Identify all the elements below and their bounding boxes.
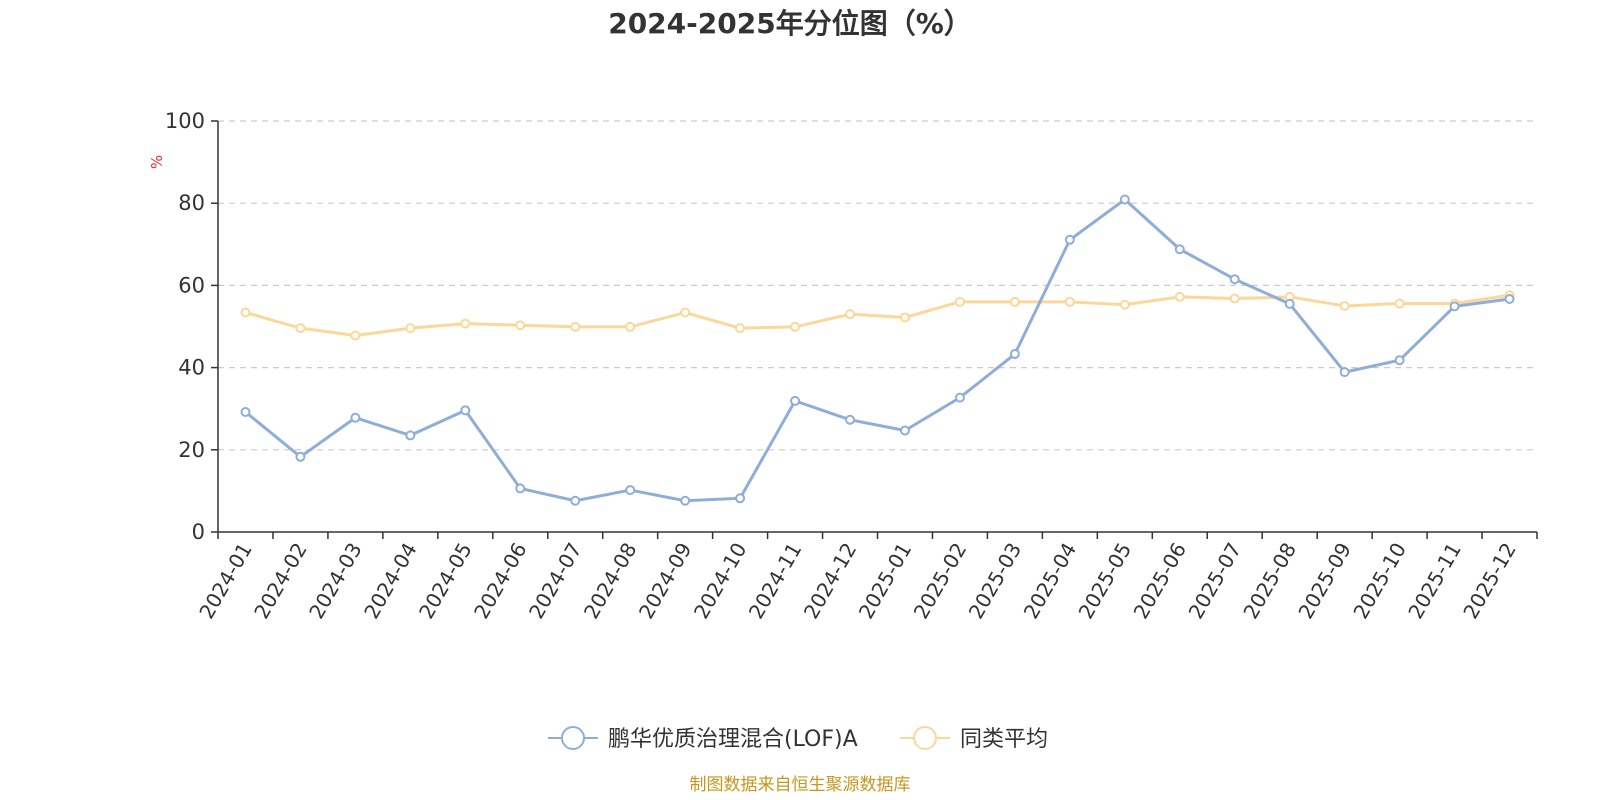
legend[interactable]: 鹏华优质治理混合(LOF)A 同类平均 [548, 726, 1048, 752]
data-point[interactable] [1339, 300, 1350, 311]
x-tick-label: 2024-02 [249, 539, 312, 623]
series-line-0 [244, 198, 1510, 503]
data-point[interactable] [1394, 355, 1405, 366]
data-point[interactable] [405, 430, 416, 441]
x-tick-label: 2024-04 [359, 539, 422, 623]
data-point[interactable] [680, 495, 691, 506]
x-tick-label: 2024-01 [194, 539, 257, 623]
x-tick-label: 2025-07 [1183, 539, 1246, 623]
legend-item-1[interactable]: 同类平均 [900, 726, 1048, 752]
data-point[interactable] [1174, 244, 1185, 255]
x-tick-label: 2024-10 [689, 539, 752, 623]
data-point[interactable] [295, 451, 306, 462]
data-point[interactable] [1229, 274, 1240, 285]
legend-label: 鹏华优质治理混合(LOF)A [608, 727, 858, 752]
data-point[interactable] [460, 405, 471, 416]
data-point[interactable] [240, 307, 251, 318]
data-point[interactable] [845, 414, 856, 425]
x-tick-label: 2024-03 [304, 539, 367, 623]
x-tick-label: 2025-02 [909, 539, 972, 623]
x-axis-ticks: 2024-012024-022024-032024-042024-052024-… [194, 532, 1538, 623]
x-tick-label: 2024-07 [524, 539, 587, 623]
data-point[interactable] [1229, 293, 1240, 304]
x-tick-label: 2025-10 [1348, 539, 1411, 623]
x-tick-label: 2025-01 [854, 539, 917, 623]
legend-marker [913, 726, 937, 750]
data-point[interactable] [680, 307, 691, 318]
data-point[interactable] [570, 321, 581, 332]
data-point[interactable] [405, 323, 416, 334]
data-point[interactable] [515, 320, 526, 331]
y-tick-label: 40 [178, 356, 205, 380]
data-point[interactable] [350, 330, 361, 341]
data-point[interactable] [1119, 299, 1130, 310]
x-tick-label: 2025-03 [964, 539, 1027, 623]
data-point[interactable] [845, 309, 856, 320]
data-point[interactable] [954, 392, 965, 403]
data-point[interactable] [1504, 293, 1515, 304]
x-tick-label: 2024-09 [634, 539, 697, 623]
data-point[interactable] [1339, 367, 1350, 378]
y-axis-unit: % [148, 155, 166, 169]
data-point[interactable] [954, 296, 965, 307]
data-point[interactable] [1284, 298, 1295, 309]
x-tick-label: 2025-12 [1458, 539, 1521, 623]
chart-title: 2024-2025年分位图（%） [608, 7, 972, 40]
y-tick-label: 100 [165, 109, 205, 133]
data-point[interactable] [1174, 291, 1185, 302]
y-tick-label: 20 [178, 438, 205, 462]
grid-lines [218, 120, 1537, 451]
legend-label: 同类平均 [960, 727, 1048, 752]
series-group [240, 194, 1515, 506]
x-tick-label: 2025-06 [1129, 539, 1192, 623]
x-tick-label: 2025-11 [1403, 539, 1466, 623]
x-tick-label: 2024-06 [469, 539, 532, 623]
y-axis-ticks: 0 20 40 60 80 100 [165, 109, 218, 544]
x-tick-label: 2025-05 [1074, 539, 1137, 623]
data-point[interactable] [625, 321, 636, 332]
y-tick-label: 0 [192, 520, 205, 544]
data-point[interactable] [1119, 194, 1130, 205]
data-point[interactable] [790, 321, 801, 332]
data-point[interactable] [899, 425, 910, 436]
data-point[interactable] [570, 495, 581, 506]
x-tick-label: 2024-12 [799, 539, 862, 623]
series-line-1 [245, 293, 1510, 338]
data-point[interactable] [1009, 296, 1020, 307]
data-point[interactable] [1064, 234, 1075, 245]
legend-marker [561, 726, 585, 750]
x-tick-label: 2025-04 [1019, 539, 1082, 623]
data-point[interactable] [735, 493, 746, 504]
x-tick-label: 2025-08 [1238, 539, 1301, 623]
data-point[interactable] [295, 323, 306, 334]
x-tick-label: 2024-11 [744, 539, 807, 623]
data-point[interactable] [240, 406, 251, 417]
y-tick-label: 80 [178, 191, 205, 215]
data-point[interactable] [1449, 301, 1460, 312]
data-point[interactable] [790, 395, 801, 406]
data-point[interactable] [1064, 296, 1075, 307]
y-tick-label: 60 [178, 273, 205, 297]
x-tick-label: 2024-05 [414, 539, 477, 623]
data-point[interactable] [460, 318, 471, 329]
x-tick-label: 2025-09 [1293, 539, 1356, 623]
data-point[interactable] [1009, 349, 1020, 360]
data-point[interactable] [1394, 298, 1405, 309]
data-point[interactable] [625, 485, 636, 496]
data-point[interactable] [899, 312, 910, 323]
x-tick-label: 2024-08 [579, 539, 642, 623]
data-source-note: 制图数据来自恒生聚源数据库 [690, 775, 911, 795]
data-point[interactable] [515, 483, 526, 494]
data-point[interactable] [350, 412, 361, 423]
legend-item-0[interactable]: 鹏华优质治理混合(LOF)A [548, 726, 858, 752]
data-point[interactable] [735, 323, 746, 334]
